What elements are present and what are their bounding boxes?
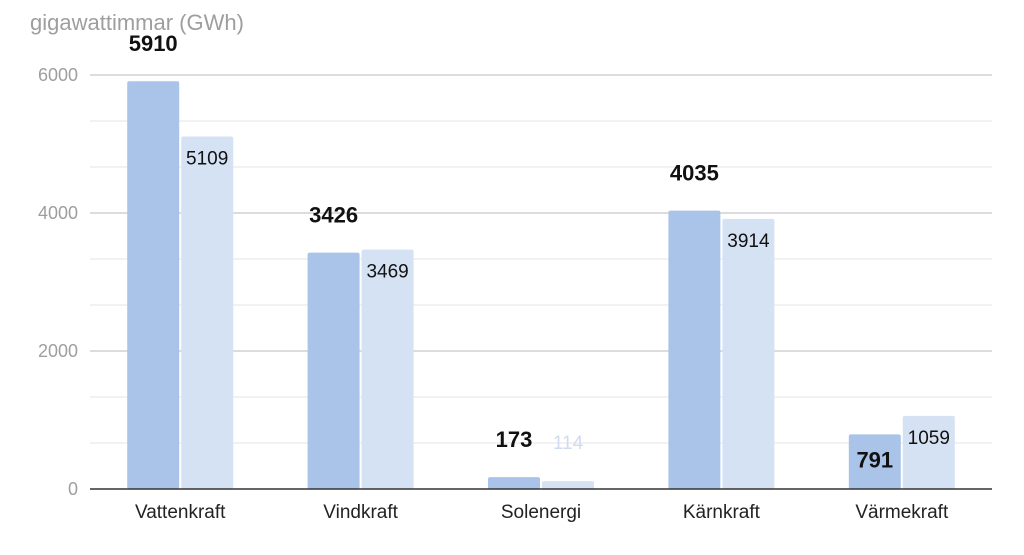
bar-series-2 <box>181 136 234 489</box>
y-tick-label: 6000 <box>38 65 78 85</box>
data-label-series-2: 1059 <box>908 428 950 449</box>
x-category-label: Värmekraft <box>855 502 949 523</box>
data-label-series-1: 4035 <box>670 161 719 186</box>
bar-series-1 <box>488 477 540 489</box>
bar-series-2 <box>902 415 955 489</box>
data-label-series-2: 3469 <box>366 262 408 283</box>
data-label-series-1: 5910 <box>129 31 178 56</box>
data-label-series-1: 791 <box>856 447 893 472</box>
bar-series-1 <box>668 210 721 489</box>
y-tick-label: 0 <box>68 479 78 499</box>
y-axis-ticks: 0 2000 4000 6000 <box>38 65 78 499</box>
y-axis-label: gigawattimmar (GWh) <box>30 10 244 35</box>
bar-series-2 <box>361 249 414 489</box>
bar-series-1 <box>307 252 360 489</box>
x-category-label: Vindkraft <box>323 502 398 523</box>
bar-series-2 <box>542 481 594 489</box>
data-label-series-2: 5109 <box>186 148 228 169</box>
x-category-label: Solenergi <box>501 502 581 523</box>
bar-series-1 <box>127 81 180 490</box>
data-label-series-1: 3426 <box>309 203 358 228</box>
category-labels: Vattenkraft Vindkraft Solenergi Kärnkraft Vä… <box>135 502 949 523</box>
data-label-series-1: 173 <box>496 427 533 452</box>
bar-series-2 <box>722 218 775 489</box>
x-category-label: Vattenkraft <box>135 502 226 523</box>
data-label-series-2: 114 <box>553 433 584 454</box>
data-label-series-2: 3914 <box>727 231 770 252</box>
bars <box>127 81 955 490</box>
data-labels: 5910 5109 3426 3469 173 114 4035 3914 791 1059 <box>129 31 950 472</box>
gridlines <box>90 74 992 444</box>
y-tick-label: 4000 <box>38 203 78 223</box>
bar-series-1 <box>848 434 901 489</box>
y-tick-label: 2000 <box>38 341 78 361</box>
x-category-label: Kärnkraft <box>683 502 761 523</box>
